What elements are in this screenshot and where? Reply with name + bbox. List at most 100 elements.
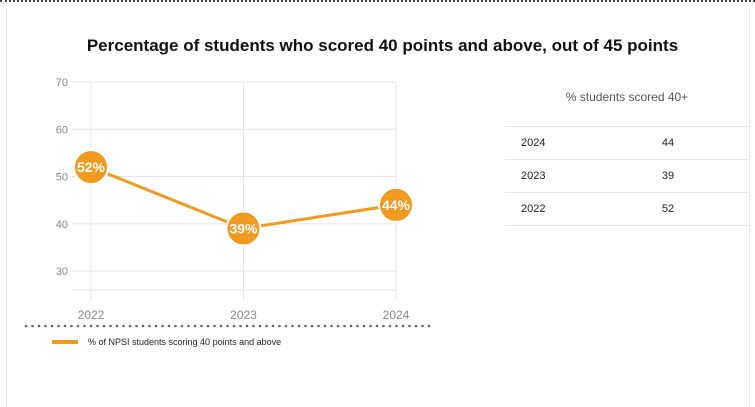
axis-dot [63, 324, 67, 328]
axis-dot [24, 324, 28, 328]
axis-dot [174, 324, 177, 328]
y-tick-label: 40 [56, 219, 68, 231]
axis-dot [310, 324, 314, 328]
axis-dot [89, 324, 93, 328]
chart-grid [72, 81, 397, 300]
axis-dot [427, 324, 431, 328]
y-tick-label: 70 [56, 77, 68, 89]
axis-dot [148, 324, 151, 328]
axis-dot [115, 324, 119, 328]
axis-dot [330, 324, 333, 328]
axis-dot [187, 324, 190, 328]
y-tick-label: 30 [56, 266, 68, 278]
axis-dot [102, 324, 106, 328]
axis-dot [226, 324, 229, 328]
chart-card [6, 8, 750, 407]
data-table: % students scored 40+ 2024 44 2023 39 20… [505, 82, 749, 226]
y-axis-ticks: 70 60 50 40 30 [56, 77, 68, 278]
axis-dot [317, 324, 320, 328]
x-tick-label: 2024 [383, 308, 410, 322]
data-point [225, 210, 262, 247]
axis-dot [395, 324, 398, 328]
table-cell-year: 2023 [521, 170, 546, 182]
axis-dot [193, 324, 197, 328]
axis-dot [297, 324, 301, 328]
table-cell-year: 2022 [521, 203, 546, 215]
data-label: 39% [229, 221, 258, 237]
axis-dot [109, 324, 112, 328]
axis-dot [167, 324, 171, 328]
legend-swatch [52, 340, 78, 344]
axis-dot [161, 324, 164, 328]
axis-dotted-line [24, 324, 431, 328]
table-row: 2022 52 [505, 192, 749, 226]
axis-dot [50, 324, 54, 328]
axis-dot [408, 324, 411, 328]
data-label: 44% [382, 197, 411, 213]
axis-dot [401, 324, 405, 328]
axis-dot [291, 324, 294, 328]
axis-dot [239, 324, 242, 328]
table-cell-value: 44 [661, 137, 675, 149]
axis-dot [382, 324, 385, 328]
table-row: 2023 39 [505, 159, 749, 192]
chart-series: 52% 39% 44% [73, 149, 414, 247]
axis-dot [349, 324, 353, 328]
axis-dot [180, 324, 184, 328]
y-tick-label: 50 [56, 172, 68, 184]
axis-dot [76, 324, 80, 328]
axis-dot [421, 324, 424, 328]
axis-dot [57, 324, 60, 328]
axis-dot [265, 324, 268, 328]
x-tick-label: 2023 [230, 308, 257, 322]
axis-dot [356, 324, 359, 328]
axis-dot [31, 324, 34, 328]
axis-dot [369, 324, 372, 328]
axis-dot [37, 324, 41, 328]
table-cell-year: 2024 [521, 137, 546, 149]
data-point [73, 149, 109, 186]
legend-label: % of NPSI students scoring 40 points and… [88, 337, 282, 347]
axis-dot [388, 324, 392, 328]
axis-dot [219, 324, 223, 328]
axis-dot [258, 324, 262, 328]
data-point [378, 186, 414, 223]
axis-dot [206, 324, 210, 328]
axis-dot [70, 324, 73, 328]
axis-dot [200, 324, 203, 328]
x-tick-label: 2022 [78, 308, 105, 322]
axis-dot [83, 324, 86, 328]
axis-dot [375, 324, 379, 328]
axis-dot [414, 324, 418, 328]
y-tick-label: 60 [56, 124, 68, 136]
axis-dot [154, 324, 158, 328]
table-cell-value: 52 [661, 203, 675, 215]
axis-dot [304, 324, 307, 328]
axis-dot [96, 324, 99, 328]
axis-dot [135, 324, 138, 328]
chart-legend: % of NPSI students scoring 40 points and… [52, 337, 281, 347]
axis-dot [122, 324, 125, 328]
axis-dot [128, 324, 132, 328]
table-row: 2024 44 [505, 126, 749, 159]
axis-dot [245, 324, 249, 328]
chart-title: Percentage of students who scored 40 poi… [86, 36, 679, 55]
axis-dot [323, 324, 327, 328]
axis-dot [284, 324, 288, 328]
axis-dot [362, 324, 366, 328]
data-label: 52% [77, 159, 106, 175]
axis-dot [336, 324, 340, 328]
axis-dot [232, 324, 236, 328]
axis-dot [343, 324, 346, 328]
x-axis-ticks: 2022 2023 2024 [78, 308, 410, 322]
axis-dot [141, 324, 145, 328]
table-header: % students scored 40+ [565, 90, 689, 104]
axis-dot [44, 324, 47, 328]
axis-dot [213, 324, 216, 328]
axis-dot [278, 324, 281, 328]
axis-dot [252, 324, 255, 328]
axis-dot [271, 324, 275, 328]
top-dotted-border [0, 0, 755, 2]
table-cell-value: 39 [661, 170, 675, 182]
